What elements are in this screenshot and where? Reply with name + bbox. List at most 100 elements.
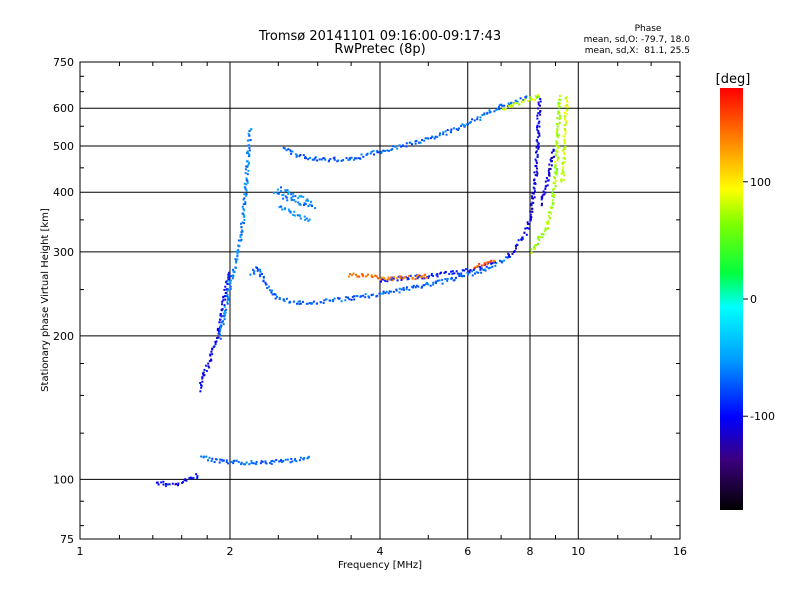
trace-point [240, 463, 242, 466]
trace-point [485, 265, 488, 268]
trace-point [219, 313, 222, 316]
trace-point [491, 265, 494, 268]
trace-point [560, 180, 563, 183]
trace-point [535, 164, 538, 167]
trace-point [205, 364, 207, 367]
trace-point [203, 368, 206, 371]
trace-point [314, 156, 317, 159]
trace-point [548, 173, 550, 176]
trace-point [306, 302, 309, 305]
trace-point [287, 193, 290, 195]
trace-point [501, 104, 504, 107]
trace-point [240, 222, 242, 225]
trace-point [474, 272, 476, 275]
trace-point [535, 170, 538, 173]
trace-point [240, 226, 243, 229]
trace-point [218, 332, 221, 334]
trace-point [427, 283, 430, 286]
trace-point [220, 309, 223, 312]
trace-point [563, 152, 566, 155]
trace-point [537, 142, 540, 145]
trace-point [552, 196, 555, 198]
trace-point [550, 151, 553, 154]
trace-point [509, 105, 512, 108]
trace-point [283, 300, 286, 302]
trace-point [424, 273, 427, 276]
trace-point [399, 275, 402, 278]
trace-point [287, 208, 290, 211]
trace-point [352, 272, 355, 275]
trace-point [533, 196, 536, 199]
trace-point [306, 198, 309, 201]
trace-point [214, 458, 217, 461]
trace-point [537, 243, 539, 245]
trace-point [398, 144, 401, 147]
trace-point [446, 277, 449, 280]
trace-point [295, 154, 298, 157]
trace-point [227, 462, 229, 465]
trace-point [478, 262, 481, 265]
trace-point [228, 283, 231, 286]
trace-point [303, 457, 306, 459]
trace-point [553, 166, 556, 169]
trace-point [273, 460, 276, 463]
trace-point [537, 235, 540, 238]
trace-point [442, 133, 445, 136]
trace-point [544, 187, 547, 190]
trace-point [220, 458, 223, 461]
trace-point [165, 483, 167, 485]
trace-point [264, 460, 267, 463]
trace-point [559, 94, 561, 97]
trace-point [430, 137, 432, 140]
trace-point [348, 273, 351, 276]
trace-point [340, 300, 343, 303]
trace-point [558, 112, 561, 114]
trace-point [210, 460, 213, 462]
trace-point [202, 456, 205, 459]
trace-point [229, 279, 232, 282]
trace-point [245, 194, 247, 197]
trace-point [293, 214, 296, 217]
trace-point [557, 110, 560, 113]
trace-point [236, 250, 238, 253]
trace-point [303, 215, 306, 218]
trace-point [367, 273, 369, 276]
trace-point [441, 278, 444, 281]
trace-point [244, 168, 247, 171]
trace-point [307, 158, 310, 161]
trace-point [355, 273, 357, 276]
trace-point [303, 204, 305, 206]
trace-point [349, 158, 351, 161]
trace-point [405, 286, 408, 289]
trace-point [205, 370, 208, 372]
trace-point [427, 137, 430, 140]
trace-point [547, 220, 550, 223]
trace-point [199, 390, 202, 393]
trace-point [504, 107, 507, 110]
trace-point [417, 275, 420, 278]
trace-point [392, 277, 395, 280]
trace-point [219, 324, 222, 327]
trace-point [474, 266, 476, 269]
trace-point [309, 156, 311, 159]
trace-point [382, 149, 385, 152]
trace-point [409, 274, 412, 277]
trace-point [476, 265, 479, 268]
trace-point [221, 303, 223, 306]
trace-point [557, 133, 560, 136]
trace-point [203, 374, 206, 377]
trace-point [483, 263, 486, 266]
trace-point [531, 192, 534, 195]
trace-point [544, 191, 547, 194]
trace-point [418, 274, 421, 277]
trace-point [562, 156, 565, 159]
trace-point [396, 277, 398, 280]
trace-point [325, 298, 328, 301]
trace-point [287, 148, 290, 151]
trace-point [516, 100, 519, 103]
trace-point [455, 128, 458, 131]
trace-point [511, 252, 514, 255]
trace-point [524, 98, 527, 101]
trace-point [291, 460, 294, 463]
trace-point [440, 271, 442, 274]
